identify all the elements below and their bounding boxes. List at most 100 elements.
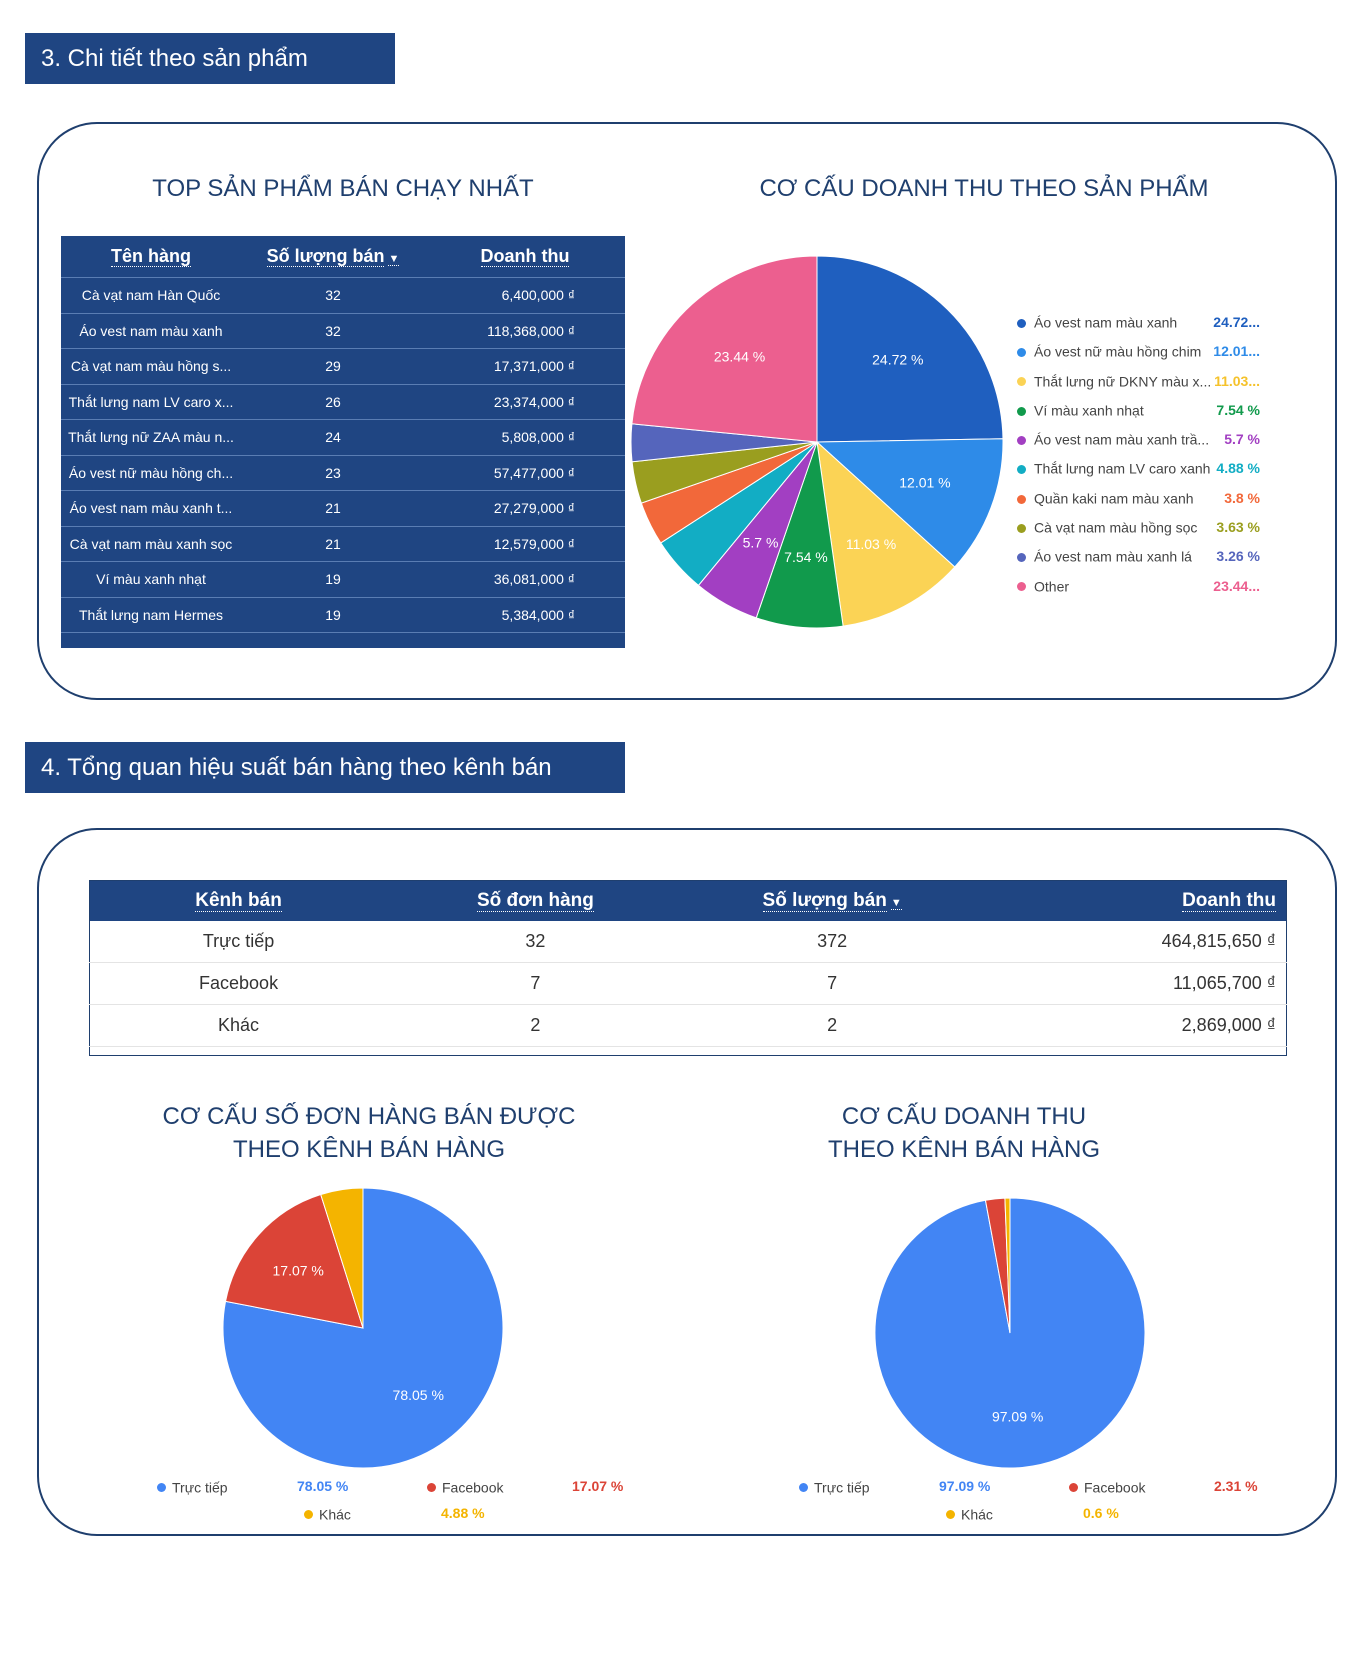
quantity-cell: 372 (683, 921, 981, 963)
product-name-cell: Áo vest nam màu xanh t... (61, 490, 241, 526)
pie-slice[interactable] (1004, 1197, 1011, 1334)
legend-dot-icon (946, 1509, 955, 1519)
quantity-cell: 19 (241, 561, 425, 597)
quantity-cell: 29 (241, 348, 425, 384)
legend-item[interactable]: Quần kaki nam màu xanh 3.8 % (1017, 484, 1260, 513)
table-row[interactable]: Áo vest nam màu xanh 32 118,368,000 ₫ (61, 312, 625, 349)
product-name-cell: Áo vest nam màu xanh (61, 312, 241, 349)
legend-dot-icon (1017, 553, 1026, 563)
product-name-cell: Ví màu xanh nhạt (61, 561, 241, 597)
pie-slice[interactable] (816, 440, 956, 627)
legend-value: 4.88 % (441, 1505, 485, 1521)
legend-item[interactable]: Thắt lưng nam LV caro xanh 4.88 % (1017, 454, 1260, 483)
legend-item[interactable]: Cà vạt nam màu hồng sọc 3.63 % (1017, 513, 1260, 542)
legend-label: Khác (961, 1506, 993, 1523)
legend-item[interactable]: Ví màu xanh nhạt 7.54 % (1017, 396, 1260, 425)
legend-label: Thắt lưng nữ DKNY màu x... (1034, 373, 1212, 390)
table-row[interactable]: Facebook 7 7 11,065,700 ₫ (89, 962, 1287, 1005)
section-3-title: 3. Chi tiết theo sản phẩm (25, 33, 395, 84)
legend-item[interactable]: Facebook 2.31 % (1069, 1475, 1274, 1497)
revenue-cell: 12,579,000 ₫ (425, 525, 625, 562)
legend-item[interactable]: Khác 0.6 % (946, 1502, 1143, 1524)
legend-item[interactable]: Khác 4.88 % (304, 1502, 501, 1524)
slice-label: 17.07 % (273, 1262, 324, 1278)
col-header-quantity[interactable]: Số lượng bán ▼ (683, 880, 981, 921)
table-row[interactable]: Cà vạt nam màu xanh sọc 21 12,579,000 ₫ (61, 525, 625, 562)
legend-label: Áo vest nam màu xanh (1034, 314, 1178, 331)
orders-cell: 32 (387, 921, 684, 963)
table-header-row: Tên hàng Số lượng bán ▼ Doanh thu (61, 236, 625, 278)
legend-item[interactable]: Trực tiếp 97.09 % (799, 1475, 999, 1497)
legend-dot-icon (1017, 377, 1026, 387)
channel-revenue-pie-title: CƠ CẤU DOANH THU THEO KÊNH BÁN HÀNG (827, 1103, 1101, 1163)
table-row[interactable]: Áo vest nữ màu hồng ch... 23 57,477,000 ₫ (61, 454, 625, 491)
revenue-cell: 36,081,000 ₫ (425, 561, 625, 597)
legend-dot-icon (1017, 494, 1026, 504)
product-name-cell: Thắt lưng nữ ZAA màu n... (61, 419, 241, 455)
table-row[interactable]: Cà vạt nam Hàn Quốc 32 6,400,000 ₫ (61, 277, 625, 313)
col-header-revenue[interactable]: Doanh thu (980, 880, 1287, 921)
table-row[interactable]: Áo vest nam màu xanh t... 21 27,279,000 ₫ (61, 490, 625, 526)
product-revenue-legend: Áo vest nam màu xanh 24.72... Áo vest nữ m… (1017, 308, 1260, 601)
legend-label: Trực tiếp (172, 1479, 228, 1496)
pie-slice[interactable] (631, 255, 818, 443)
quantity-cell: 23 (241, 454, 425, 491)
orders-pie-title: CƠ CẤU SỐ ĐƠN HÀNG BÁN ĐƯỢC THEO KÊNH BÁ… (162, 1103, 576, 1163)
pie-slice[interactable] (320, 1187, 364, 1329)
revenue-cell: 23,374,000 ₫ (425, 383, 625, 420)
slice-label: 11.03 % (846, 536, 896, 552)
legend-item[interactable]: Áo vest nam màu xanh 24.72... (1017, 308, 1260, 337)
legend-dot-icon (1017, 435, 1026, 445)
legend-item[interactable]: Other 23.44... (1017, 572, 1260, 601)
quantity-cell: 7 (683, 962, 981, 1005)
product-name-cell: Cà vạt nam Hàn Quốc (61, 277, 241, 313)
pie-slice[interactable] (222, 1187, 504, 1469)
channel-cell: Trực tiếp (89, 921, 388, 963)
product-revenue-pie-title: CƠ CẤU DOANH THU THEO SẢN PHẨM (759, 175, 1209, 202)
legend-item[interactable]: Áo vest nam màu xanh trầ... 5.7 % (1017, 425, 1260, 454)
col-header-product[interactable]: Tên hàng (111, 246, 191, 267)
legend-dot-icon (157, 1482, 166, 1492)
legend-item[interactable]: Facebook 17.07 % (427, 1475, 632, 1497)
legend-item[interactable]: Trực tiếp 78.05 % (157, 1475, 357, 1497)
channel-cell: Facebook (89, 962, 388, 1005)
caret-down-icon: ▼ (388, 253, 400, 266)
pie-slice[interactable] (224, 1193, 364, 1329)
section-4-title: 4. Tổng quan hiệu suất bán hàng theo kên… (25, 742, 625, 793)
product-name-cell: Thắt lưng nam LV caro x... (61, 383, 241, 420)
slice-label: 78.05 % (393, 1387, 444, 1403)
product-name-cell: Áo vest nữ màu hồng ch... (61, 454, 241, 491)
table-row[interactable]: Khác 2 2 2,869,000 ₫ (89, 1004, 1287, 1047)
legend-dot-icon (1017, 582, 1026, 592)
col-header-orders[interactable]: Số đơn hàng (387, 880, 684, 921)
legend-item[interactable]: Thắt lưng nữ DKNY màu x... 11.03... (1017, 367, 1260, 396)
legend-item[interactable]: Áo vest nữ màu hồng chim 12.01... (1017, 337, 1260, 366)
channel-cell: Khác (89, 1004, 388, 1047)
revenue-cell: 118,368,000 ₫ (425, 312, 625, 349)
orders-by-channel-pie: 78.05 % 17.07 % (222, 1187, 504, 1469)
col-header-channel[interactable]: Kênh bán (89, 880, 388, 921)
quantity-cell: 24 (241, 419, 425, 455)
table-row[interactable]: Thắt lưng nam Hermes 19 5,384,000 ₫ (61, 596, 625, 633)
table-row[interactable]: Cà vạt nam màu hồng s... 29 17,371,000 ₫ (61, 348, 625, 384)
revenue-cell: 27,279,000 ₫ (425, 490, 625, 526)
legend-label: Other (1034, 578, 1070, 595)
col-header-revenue[interactable]: Doanh thu (480, 246, 570, 267)
pie-slice[interactable] (815, 438, 1004, 568)
quantity-cell: 21 (241, 490, 425, 526)
col-header-quantity[interactable]: Số lượng bán ▼ (266, 246, 400, 267)
pie-slice[interactable] (816, 255, 1004, 443)
slice-label: 7.54 % (784, 549, 828, 565)
legend-dot-icon (1069, 1482, 1078, 1492)
table-row[interactable]: Ví màu xanh nhạt 19 36,081,000 ₫ (61, 561, 625, 597)
table-row[interactable]: Thắt lưng nữ ZAA màu n... 24 5,808,000 ₫ (61, 419, 625, 455)
legend-item[interactable]: Áo vest nam màu xanh lá 3.26 % (1017, 542, 1260, 571)
revenue-cell: 5,384,000 ₫ (425, 596, 625, 633)
revenue-cell: 464,815,650 ₫ (980, 921, 1287, 963)
legend-label: Quần kaki nam màu xanh (1034, 490, 1194, 507)
product-revenue-pie: 24.72 % 12.01 % 11.03 % 7.54 % 5.7 % 23.44 % (630, 255, 1004, 629)
table-header-row: Kênh bán Số đơn hàng Số lượng bán ▼ Doanh… (89, 880, 1287, 921)
table-row[interactable]: Trực tiếp 32 372 464,815,650 ₫ (89, 921, 1287, 963)
legend-dot-icon (304, 1509, 313, 1519)
table-row[interactable]: Thắt lưng nam LV caro x... 26 23,374,000 ₫ (61, 383, 625, 420)
